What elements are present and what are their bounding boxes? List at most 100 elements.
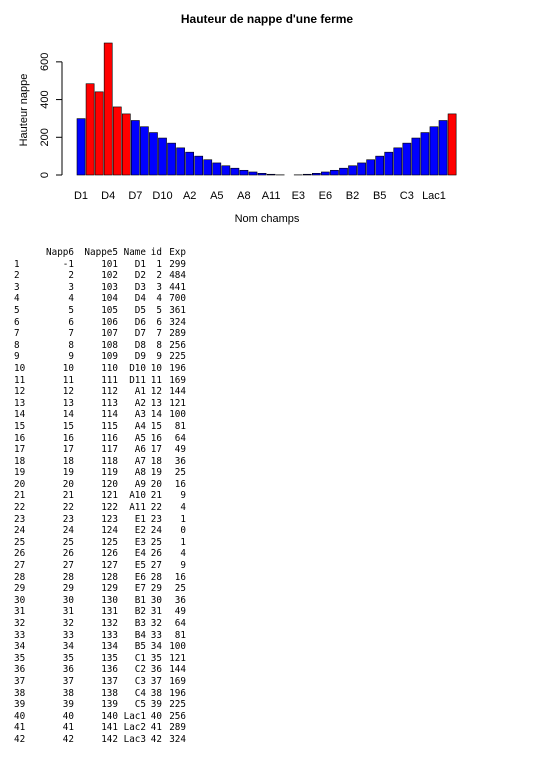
table-row: 36 36 136 C2 36 144 <box>14 664 186 676</box>
table-cell: 109 <box>101 351 118 363</box>
table-cell: 27 <box>150 560 162 572</box>
table-row: 28 28 128 E6 28 16 <box>14 572 186 584</box>
table-cell: 13 <box>62 397 74 409</box>
table-row: 11 11 111 D11 11 169 <box>14 375 186 387</box>
bar-d2 <box>85 83 95 176</box>
table-cell: 118 <box>101 455 118 467</box>
table-cell: 10 <box>62 362 74 374</box>
table-cell: 38 <box>62 687 74 699</box>
table-cell: 8 <box>68 339 74 351</box>
x-axis-label: Nom champs <box>235 213 300 225</box>
x-tick-label: A11 <box>262 190 281 202</box>
table-cell: 30 <box>150 594 162 606</box>
table-cell: 33 <box>150 629 162 641</box>
table-cell: 24 <box>62 525 74 537</box>
table-cell: 0 <box>180 525 186 537</box>
x-tick-label: Lac1 <box>422 190 446 202</box>
table-cell: 27 <box>62 560 74 572</box>
table-cell: 135 <box>101 652 118 664</box>
table-cell: 29 <box>62 583 74 595</box>
table-row: 9 9 109 D9 9 225 <box>14 351 186 363</box>
table-cell: 26 <box>150 548 162 560</box>
table-cell: 32 <box>150 618 162 629</box>
table-cell: 10 <box>150 362 162 374</box>
table-cell: 140 <box>101 710 118 722</box>
table-cell: 106 <box>101 316 118 328</box>
table-cell: 1 <box>156 258 162 270</box>
row-number: 41 <box>14 722 26 734</box>
row-number: 42 <box>14 733 26 745</box>
table-cell: E4 <box>134 548 146 560</box>
x-tick-label: A8 <box>237 190 250 202</box>
bar-lac1 <box>429 126 439 176</box>
table-cell: E7 <box>134 583 146 595</box>
table-cell: 22 <box>150 502 162 514</box>
table-cell: 225 <box>169 351 186 363</box>
x-tick-label: B5 <box>373 190 386 202</box>
table-cell: 40 <box>150 710 162 722</box>
table-header-row: Napp6 Nappe5 Name id Exp <box>14 247 186 259</box>
table-cell: A9 <box>134 478 146 490</box>
table-cell: 11 <box>62 374 74 386</box>
row-number: 27 <box>14 560 26 572</box>
table-cell: B3 <box>134 618 146 629</box>
table-cell: D4 <box>134 293 146 305</box>
table-cell: 114 <box>101 409 118 421</box>
table-cell: 9 <box>68 351 74 363</box>
table-cell: 21 <box>62 490 74 502</box>
table-cell: 20 <box>62 478 74 490</box>
bar-b3 <box>357 162 366 176</box>
row-number: 1 <box>14 258 20 270</box>
table-cell: D10 <box>129 362 146 374</box>
column-header <box>14 247 38 259</box>
table-cell: 42 <box>150 733 162 745</box>
table-cell: 7 <box>156 328 162 340</box>
table-cell: 101 <box>101 258 118 270</box>
table-cell: 25 <box>150 536 162 548</box>
column-header: id <box>150 247 162 258</box>
table-row: 18 18 118 A7 18 36 <box>14 456 186 468</box>
table-cell: 17 <box>150 444 162 456</box>
table-cell: 26 <box>62 548 74 560</box>
table-cell: D3 <box>134 281 146 293</box>
table-row: 39 39 139 C5 39 225 <box>14 699 186 711</box>
table-cell: 49 <box>174 606 186 618</box>
table-cell: 169 <box>169 675 186 687</box>
table-cell: 139 <box>101 699 118 711</box>
table-cell: 15 <box>150 420 162 432</box>
table-cell: A7 <box>134 455 146 467</box>
table-cell: 12 <box>150 386 162 398</box>
table-cell: 21 <box>150 490 162 502</box>
table-cell: 122 <box>101 502 118 514</box>
table-row: 34 34 134 B5 34 100 <box>14 641 186 653</box>
table-row: 2 2 102 D2 2 484 <box>14 270 186 282</box>
column-header: Name <box>123 247 146 258</box>
table-cell: 361 <box>169 304 186 316</box>
row-number: 39 <box>14 699 26 711</box>
table-cell: B5 <box>134 641 146 653</box>
table-cell: 16 <box>174 478 186 490</box>
row-number: 40 <box>14 710 26 722</box>
table-cell: 120 <box>101 478 118 490</box>
table-cell: 9 <box>180 560 186 572</box>
table-cell: 196 <box>169 362 186 374</box>
table-cell: E1 <box>134 513 146 525</box>
table-row: 38 38 138 C4 38 196 <box>14 688 186 700</box>
row-number: 11 <box>14 374 26 386</box>
table-cell: 484 <box>169 270 186 282</box>
row-number: 13 <box>14 397 26 409</box>
table-cell: Lac1 <box>123 710 146 722</box>
row-number: 29 <box>14 583 26 595</box>
table-cell: A3 <box>134 409 146 421</box>
row-number: 32 <box>14 618 26 629</box>
y-tick-label: 200 <box>39 128 51 146</box>
table-row: 27 27 127 E5 27 9 <box>14 560 186 572</box>
table-cell: 112 <box>101 386 118 398</box>
row-number: 8 <box>14 339 20 351</box>
table-row: 32 32 132 B3 32 64 <box>14 618 186 630</box>
table-cell: D6 <box>134 316 146 328</box>
table-cell: 15 <box>62 420 74 432</box>
bar-d9 <box>149 132 158 176</box>
table-cell: 107 <box>101 328 118 340</box>
table-cell: 13 <box>150 397 162 409</box>
